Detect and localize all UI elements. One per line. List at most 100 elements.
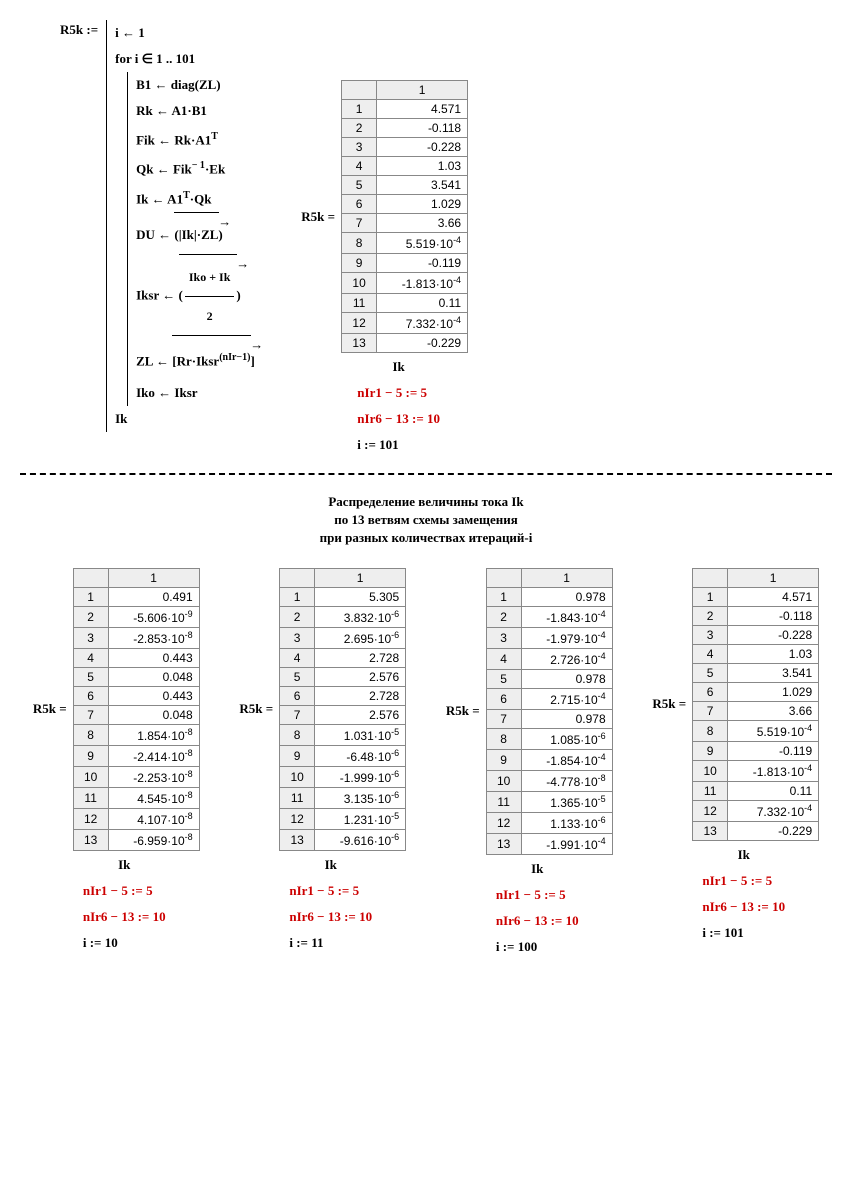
row-value: 1.029 [377,195,468,214]
row-index: 4 [693,644,728,663]
col-header: 1 [521,568,612,587]
row-value: 1.231·10-5 [315,808,406,829]
table-row: 50.978 [486,669,612,688]
row-value: -6.959·10-8 [108,829,199,850]
algo-line-9: Iksr ← (Iko + Ik2) [136,254,261,335]
row-value: -2.253·10-8 [108,766,199,787]
algorithm-body: i ← 1 for i ∈ 1 .. 101 B1 ← diag(ZL) Rk … [106,20,261,432]
row-value: 7.332·10-4 [377,313,468,334]
algo-line-5: Fik ← Rk·A1T [136,124,261,153]
row-index: 12 [73,808,108,829]
table-row: 13-0.229 [693,821,819,840]
row-index: 10 [342,273,377,294]
table-row: 3-0.228 [693,625,819,644]
table-row: 61.029 [693,682,819,701]
table-row: 2-1.843·10-4 [486,606,612,627]
table-row: 127.332·10-4 [342,313,468,334]
table-row: 9-6.48·10-6 [280,745,406,766]
ik-label: Ik [289,857,372,873]
table-row: 10-1.813·10-4 [693,760,819,781]
table-row: 3-0.228 [342,138,468,157]
row-value: 2.576 [315,667,406,686]
table-row: 121.231·10-5 [280,808,406,829]
row-index: 3 [342,138,377,157]
r5k-equals-label: R5k = [652,696,686,712]
table-row: 14.571 [693,587,819,606]
row-index: 10 [73,766,108,787]
row-index: 1 [693,587,728,606]
table-row: 81.031·10-5 [280,724,406,745]
row-index: 10 [693,760,728,781]
algo-line-11: Iko ← Iksr [136,380,261,406]
result-row: R5k =115.30523.832·10-632.695·10-642.728… [239,568,406,851]
table-row: 127.332·10-4 [693,800,819,821]
table-row: 3-2.853·10-8 [73,627,199,648]
table-row: 10-4.778·10-8 [486,770,612,791]
r5k-equals-label: R5k = [301,209,335,225]
row-index: 6 [73,686,108,705]
table-row: 73.66 [693,701,819,720]
row-index: 5 [280,667,315,686]
table-row: 9-1.854·10-4 [486,749,612,770]
title-line-2: по 13 ветвям схемы замещения [20,511,832,529]
table-row: 121.133·10-6 [486,812,612,833]
row-value: 2.726·10-4 [521,648,612,669]
row-index: 6 [693,682,728,701]
row-value: 3.135·10-6 [315,787,406,808]
top-section: R5k := i ← 1 for i ∈ 1 .. 101 B1 ← diag(… [20,20,832,453]
row-index: 12 [280,808,315,829]
row-value: 1.133·10-6 [521,812,612,833]
row-value: 0.491 [108,587,199,606]
row-index: 7 [73,705,108,724]
table-row: 81.085·10-6 [486,728,612,749]
row-index: 8 [486,728,521,749]
table-row: 62.728 [280,686,406,705]
row-index: 13 [73,829,108,850]
r5k-equals-label: R5k = [239,701,273,717]
row-index: 9 [73,745,108,766]
row-value: -0.119 [377,254,468,273]
table-row: 9-2.414·10-8 [73,745,199,766]
bottom-tables-row: R5k =110.4912-5.606·10-93-2.853·10-840.4… [20,568,832,955]
row-index: 3 [73,627,108,648]
row-index: 9 [280,745,315,766]
row-index: 13 [486,833,521,854]
row-value: 0.978 [521,669,612,688]
table-row: 52.576 [280,667,406,686]
r5k-equals-label: R5k = [33,701,67,717]
title-line-3: при разных количествах итераций-i [20,529,832,547]
bottom-column-3: R5k =114.5712-0.1183-0.22841.0353.54161.… [652,568,819,941]
result-table-3: 114.5712-0.1183-0.22841.0353.54161.02973… [692,568,819,841]
row-index: 8 [693,720,728,741]
row-value: -0.229 [377,334,468,353]
row-value: 0.443 [108,686,199,705]
row-value: 5.519·10-4 [377,233,468,254]
row-index: 1 [73,587,108,606]
table-row: 42.728 [280,648,406,667]
expr-nir1: nIr1 − 5 := 5 [83,883,166,899]
row-index: 4 [73,648,108,667]
row-value: 3.66 [377,214,468,233]
row-value: 2.715·10-4 [521,688,612,709]
row-index: 4 [280,648,315,667]
table-row: 72.576 [280,705,406,724]
bottom-column-0: R5k =110.4912-5.606·10-93-2.853·10-840.4… [33,568,200,951]
table-row: 13-0.229 [342,334,468,353]
row-value: 2.695·10-6 [315,627,406,648]
algo-line-3: B1 ← diag(ZL) [136,72,261,98]
table-row: 111.365·10-5 [486,791,612,812]
table-row: 10.491 [73,587,199,606]
row-value: 2.576 [315,705,406,724]
expr-nir1-top: nIr1 − 5 := 5 [357,385,440,401]
r5k-assign-label: R5k := [60,20,106,40]
table-row: 10-2.253·10-8 [73,766,199,787]
col-header: 1 [108,568,199,587]
row-index: 9 [486,749,521,770]
row-value: 1.029 [728,682,819,701]
expr-nir6: nIr6 − 13 := 10 [289,909,372,925]
result-row: R5k =110.4912-5.606·10-93-2.853·10-840.4… [33,568,200,851]
expr-nir6: nIr6 − 13 := 10 [702,899,785,915]
algorithm-block: R5k := i ← 1 for i ∈ 1 .. 101 B1 ← diag(… [60,20,261,432]
table-row: 13-9.616·10-6 [280,829,406,850]
table-row: 61.029 [342,195,468,214]
